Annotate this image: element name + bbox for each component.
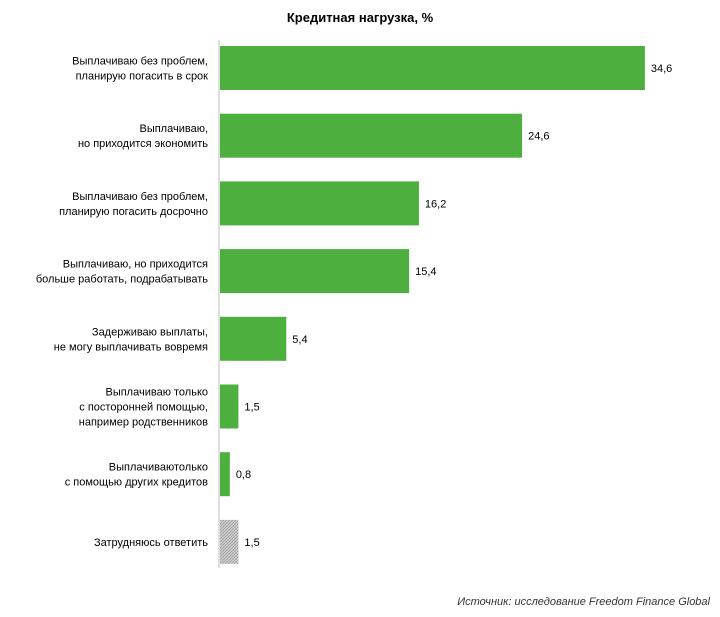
category-label-5-line-2: например родственников	[79, 417, 208, 429]
chart-title: Кредитная нагрузка, %	[287, 10, 434, 25]
category-label-4: Задерживаю выплаты, не могу выплачивать в…	[54, 326, 208, 353]
category-label-1-line-0: Выплачиваю,	[139, 123, 208, 135]
value-label-2: 16,2	[425, 198, 446, 210]
bar-0	[220, 46, 645, 90]
bar-4	[220, 316, 287, 361]
value-label-4: 5,4	[292, 334, 307, 346]
category-label-3-line-1: больше работать, подрабатывать	[36, 274, 208, 286]
category-label-1: Выплачиваю, но приходится экономить	[78, 123, 208, 150]
category-label-6-line-1: с помощью других кредитов	[65, 477, 208, 489]
category-label-0-line-1: планирую погасить в срок	[76, 71, 209, 83]
category-label-6-line-0: Выплачиваютолько	[109, 462, 208, 474]
category-label-7-line-0: Затрудняюсь ответить	[94, 537, 208, 549]
category-label-2-line-0: Выплачиваю без проблем,	[72, 191, 208, 203]
bar-7	[220, 519, 239, 564]
category-label-2: Выплачиваю без проблем, планирую погасить…	[59, 191, 208, 218]
category-label-5-line-1: с посторонней помощью,	[79, 402, 208, 414]
category-label-0: Выплачиваю без проблем, планирую погасить…	[72, 56, 208, 83]
value-label-1: 24,6	[528, 131, 549, 143]
category-label-5-line-0: Выплачиваю только	[105, 387, 208, 399]
category-label-4-line-0: Задерживаю выплаты,	[92, 326, 208, 338]
category-label-1-line-1: но приходится экономить	[78, 138, 208, 150]
source-note: Источник: исследование Freedom Finance G…	[457, 596, 710, 608]
category-label-7: Затрудняюсь ответить	[94, 537, 208, 549]
bar-1	[220, 113, 523, 158]
category-label-0-line-0: Выплачиваю без проблем,	[72, 56, 208, 68]
category-label-2-line-1: планирую погасить досрочно	[59, 206, 208, 218]
value-label-7: 1,5	[244, 537, 259, 549]
bar-3	[220, 249, 410, 294]
category-label-4-line-1: не могу выплачивать вовремя	[54, 341, 208, 353]
category-label-5: Выплачиваю только с посторонней помощью, н…	[79, 387, 208, 429]
value-label-0: 34,6	[651, 63, 672, 75]
category-label-6: Выплачиваютолько с помощью других кредито…	[65, 462, 208, 489]
value-label-3: 15,4	[415, 266, 436, 278]
bars-group: 34,6 Выплачиваю без проблем, планирую пога…	[36, 46, 672, 564]
bar-5	[220, 384, 239, 429]
bar-2	[220, 181, 419, 226]
category-label-3-line-0: Выплачиваю, но приходится	[63, 259, 208, 271]
bar-6	[220, 452, 230, 497]
category-label-3: Выплачиваю, но приходится больше работать…	[36, 259, 208, 286]
value-label-6: 0,8	[236, 469, 251, 481]
value-label-5: 1,5	[244, 402, 259, 414]
